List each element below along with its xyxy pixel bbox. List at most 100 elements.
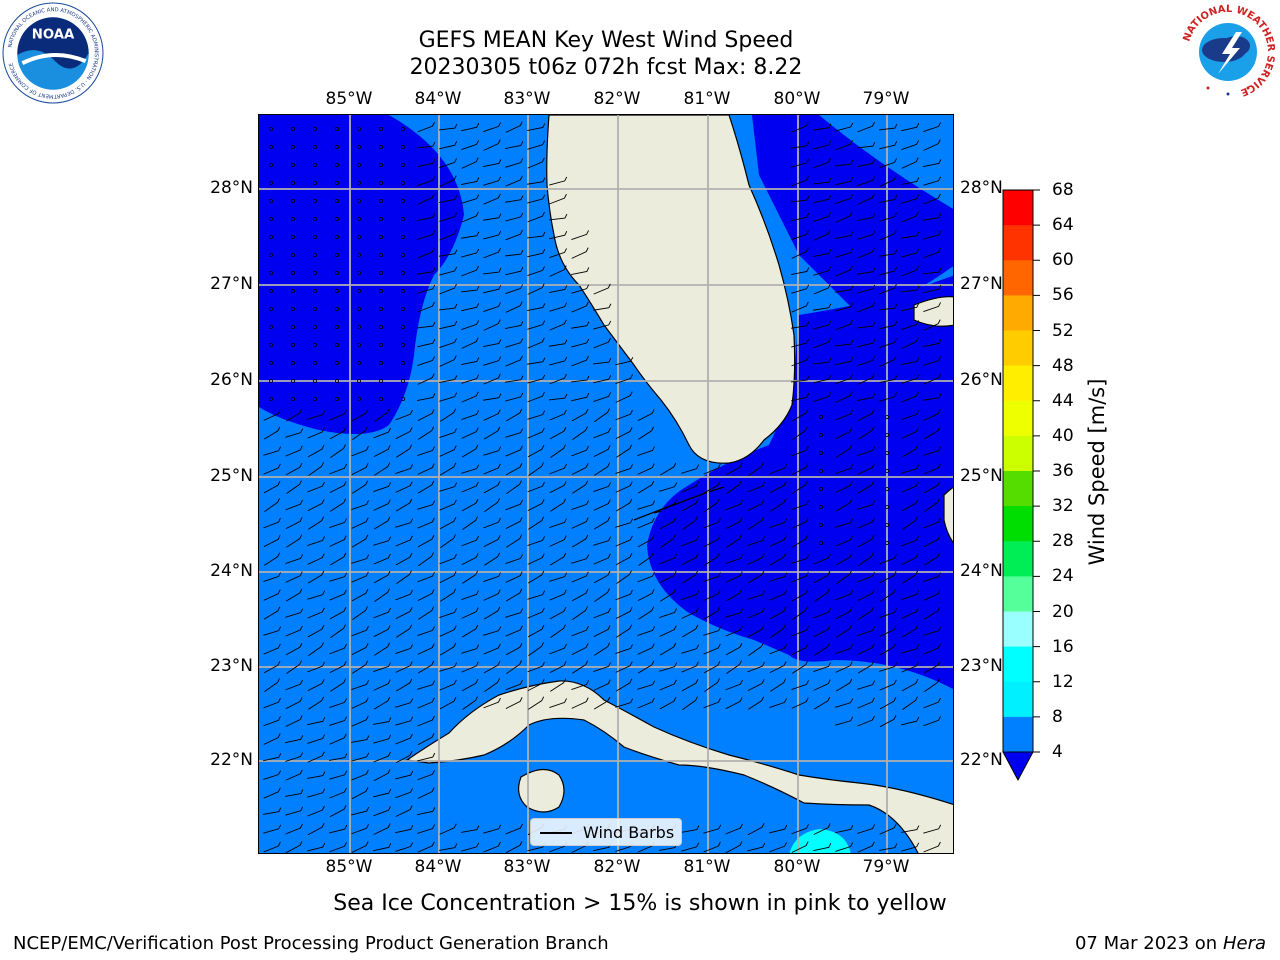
wind-barb (417, 626, 435, 637)
wind-barb (439, 283, 457, 295)
calm-barb (357, 378, 362, 383)
wind-barb (505, 445, 523, 457)
lat-tick-label-right: 27°N (960, 274, 1003, 294)
wind-barb (879, 355, 897, 367)
wind-barb (527, 536, 545, 547)
wind-barb (329, 463, 347, 475)
wind-barb (285, 715, 303, 727)
wind-barb (461, 177, 480, 185)
wind-barb (638, 606, 655, 620)
wind-barb (857, 301, 875, 313)
lat-tick-label-right: 24°N (960, 561, 1003, 581)
lon-tick-label-top: 83°W (503, 89, 551, 109)
wind-barb (923, 606, 941, 620)
colorbar-tick-label: 8 (1052, 706, 1063, 727)
wind-barb (857, 230, 876, 240)
wind-barb (901, 825, 920, 833)
wind-barb (901, 481, 919, 493)
wind-barb (505, 375, 524, 383)
wind-barb (439, 516, 457, 530)
wind-barb (879, 608, 897, 619)
wind-barb (330, 444, 346, 458)
wind-barb (461, 535, 479, 547)
calm-barb (379, 252, 384, 257)
wind-barb (549, 572, 568, 582)
wind-barb (395, 733, 413, 745)
colorbar-segment (1003, 225, 1033, 261)
calm-barb (357, 144, 362, 149)
calm-barb (291, 378, 296, 383)
wind-barb (505, 284, 523, 295)
wind-barb (747, 679, 765, 692)
calm-barb (268, 288, 273, 293)
wind-barb (351, 534, 369, 548)
wind-barb (417, 534, 435, 548)
wind-barb (725, 841, 743, 853)
wind-barb (901, 140, 919, 151)
wind-barb (858, 606, 875, 620)
wind-barb (681, 535, 699, 547)
wind-barb (923, 463, 941, 475)
wind-barb (395, 481, 413, 493)
wind-barb (307, 734, 326, 744)
calm-barb (400, 126, 405, 131)
wind-barb (879, 140, 898, 150)
wind-barb (505, 462, 523, 476)
wind-barb (329, 518, 347, 529)
wind-barb (791, 625, 809, 637)
wind-barb (440, 588, 457, 602)
wind-barb (549, 230, 568, 240)
colorbar-tick-label: 44 (1052, 390, 1074, 411)
wind-barb (615, 391, 633, 403)
wind-barb (549, 643, 567, 655)
wind-barb (835, 139, 853, 151)
wind-barb (549, 426, 567, 440)
wind-barb (528, 516, 545, 530)
wind-barb (418, 552, 434, 566)
wind-barb (285, 841, 303, 853)
wind-barb (747, 661, 765, 673)
wind-barb (527, 481, 545, 493)
wind-barb (879, 843, 898, 851)
calm-barb (885, 540, 890, 545)
wind-barb (439, 696, 457, 710)
wind-barb (902, 516, 918, 530)
wind-barb (901, 194, 920, 204)
wind-barb (439, 679, 457, 691)
calm-barb (379, 270, 384, 275)
wind-barb (593, 320, 612, 330)
calm-barb (400, 270, 405, 275)
wind-barb (857, 500, 876, 510)
wind-barb (483, 643, 501, 655)
wind-barb (285, 588, 303, 602)
wind-barb (461, 661, 479, 673)
wind-barb (791, 375, 810, 383)
calm-barb (357, 306, 362, 311)
wind-barb (615, 498, 633, 512)
wind-barb (901, 590, 919, 601)
wind-barb (285, 679, 303, 691)
wind-barb (528, 696, 545, 710)
wind-barb (593, 570, 611, 584)
wind-barb (439, 608, 457, 619)
wind-barb (835, 698, 854, 708)
wind-barb (439, 320, 458, 330)
wind-barb (616, 444, 633, 458)
colorbar-tick-label: 60 (1052, 250, 1074, 271)
legend-line-icon (540, 832, 572, 834)
wind-barb (681, 498, 699, 512)
wind-barb (263, 426, 281, 440)
wind-barb (263, 660, 281, 674)
wind-barb (285, 625, 303, 637)
wind-barb (923, 697, 941, 709)
wind-barb (329, 606, 347, 620)
lon-tick-label-top: 84°W (414, 89, 462, 109)
wind-barb (527, 248, 546, 258)
wind-barb (835, 285, 854, 293)
wind-barb (835, 211, 853, 223)
wind-barb (901, 302, 920, 312)
colorbar-segment (1003, 365, 1033, 402)
wind-barb (329, 643, 347, 655)
calm-barb (291, 163, 296, 168)
wind-barb (351, 517, 369, 529)
